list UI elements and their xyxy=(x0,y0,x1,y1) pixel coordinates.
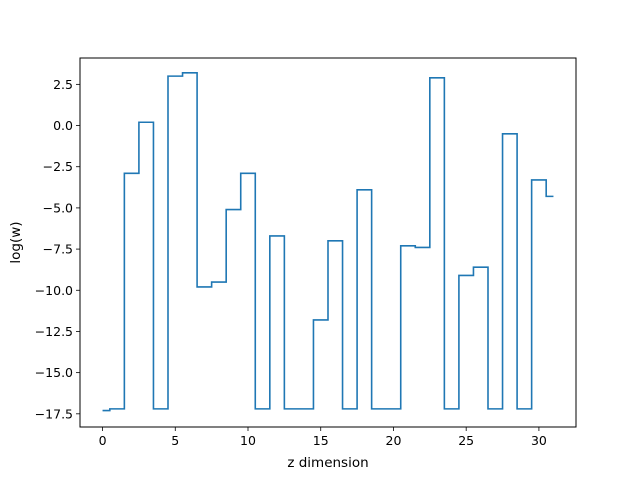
y-tick-label: −15.0 xyxy=(35,365,73,380)
y-tick-label: −7.5 xyxy=(43,242,73,257)
x-tick-label: 10 xyxy=(240,433,256,448)
x-tick-label: 15 xyxy=(313,433,329,448)
x-tick-label: 5 xyxy=(171,433,179,448)
x-axis-label: z dimension xyxy=(287,455,368,471)
y-tick-label: −2.5 xyxy=(43,159,73,174)
x-tick-label: 30 xyxy=(531,433,547,448)
x-tick-label: 25 xyxy=(458,433,474,448)
y-tick-label: 0.0 xyxy=(53,118,73,133)
y-tick-label: −10.0 xyxy=(35,283,73,298)
y-tick-label: 2.5 xyxy=(53,77,73,92)
plot-frame xyxy=(79,57,577,428)
series-step-line xyxy=(102,72,554,412)
y-tick-label: −17.5 xyxy=(35,406,73,421)
series-layer xyxy=(102,72,554,412)
ticks-layer: 0 5 10 15 20 25 30 −17.5 −15.0 −12.5 −10.0 −7.5 −5.0… xyxy=(35,77,547,448)
y-tick-label: −12.5 xyxy=(35,324,73,339)
x-tick-label: 0 xyxy=(99,433,107,448)
x-tick-label: 20 xyxy=(386,433,402,448)
y-tick-label: −5.0 xyxy=(43,200,73,215)
y-axis-label: log(w) xyxy=(8,221,24,263)
